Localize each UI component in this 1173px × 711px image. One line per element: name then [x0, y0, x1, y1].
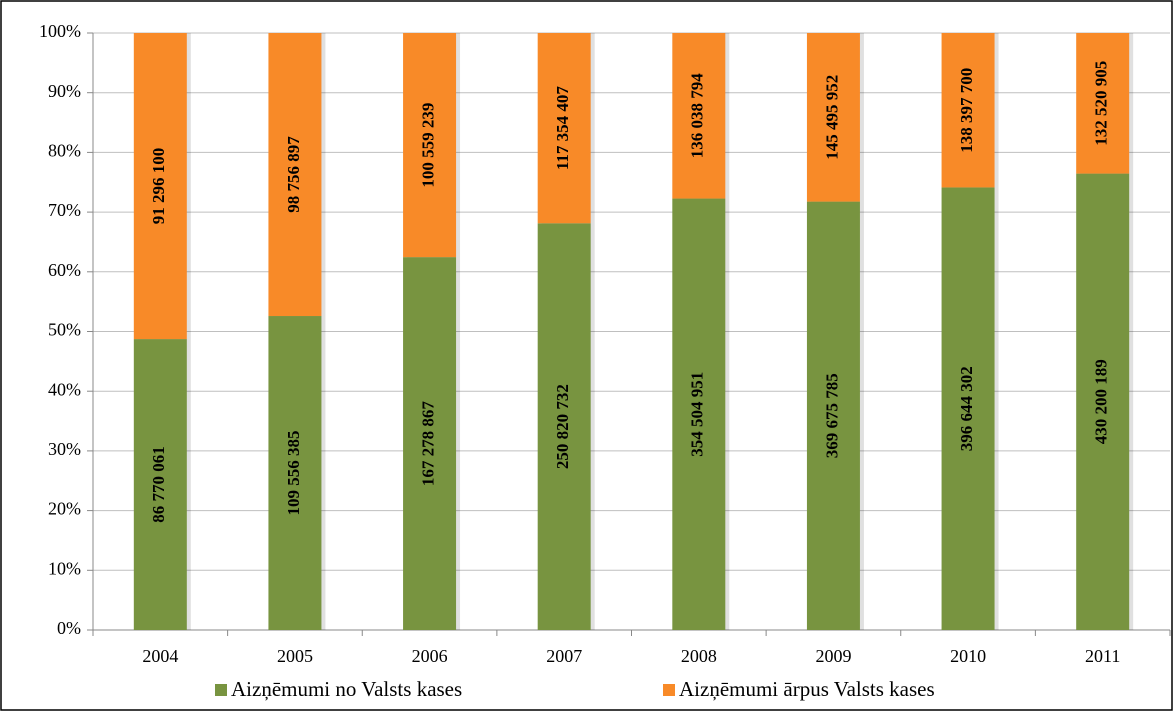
y-tick-label: 10%	[48, 558, 81, 578]
value-label: 91 296 100	[149, 148, 168, 225]
bar-segment	[537, 33, 591, 224]
value-label: 138 397 700	[957, 68, 976, 153]
x-tick-label: 2008	[681, 646, 717, 666]
legend-label: Aizņēmumi no Valsts kases	[231, 677, 462, 701]
bar-segment	[268, 316, 322, 630]
y-tick-label: 0%	[57, 618, 81, 638]
y-tick-label: 100%	[39, 21, 81, 41]
legend-swatch	[215, 684, 227, 696]
value-label: 369 675 785	[822, 373, 841, 458]
y-tick-label: 80%	[48, 141, 81, 161]
x-tick-label: 2009	[815, 646, 851, 666]
y-tick-label: 20%	[48, 499, 81, 519]
y-tick-label: 30%	[48, 439, 81, 459]
y-tick-label: 40%	[48, 379, 81, 399]
y-tick-label: 70%	[48, 200, 81, 220]
value-label: 250 820 732	[553, 384, 572, 469]
x-tick-label: 2006	[412, 646, 448, 666]
value-label: 430 200 189	[1092, 359, 1111, 444]
value-label: 98 756 897	[284, 136, 303, 213]
x-tick-label: 2011	[1085, 646, 1120, 666]
bar-segment	[941, 187, 995, 630]
bar-segment	[133, 339, 187, 630]
bar-segment	[806, 201, 860, 630]
value-label: 100 559 239	[418, 103, 437, 188]
x-tick-label: 2005	[277, 646, 313, 666]
value-label: 354 504 951	[688, 372, 707, 457]
x-tick-label: 2010	[950, 646, 986, 666]
value-label: 167 278 867	[418, 401, 437, 487]
legend-swatch	[663, 684, 675, 696]
bar-segment	[672, 198, 726, 630]
value-label: 145 495 952	[822, 75, 841, 160]
bar-segment	[133, 33, 187, 340]
bar-segment	[268, 33, 322, 317]
bar-segment	[403, 33, 457, 258]
bar-segment	[403, 257, 457, 630]
bar-segment	[672, 33, 726, 199]
y-tick-label: 50%	[48, 320, 81, 340]
y-tick-label: 60%	[48, 260, 81, 280]
value-label: 396 644 302	[957, 366, 976, 451]
bar-segment	[1076, 173, 1130, 630]
value-label: 136 038 794	[688, 73, 707, 159]
x-tick-label: 2007	[546, 646, 582, 666]
bar-segment	[537, 223, 591, 630]
y-tick-label: 90%	[48, 81, 81, 101]
x-tick-label: 2004	[142, 646, 178, 666]
bar-segment	[1076, 33, 1130, 174]
value-label: 117 354 407	[553, 86, 572, 171]
legend-label: Aizņēmumi ārpus Valsts kases	[679, 677, 935, 701]
value-label: 86 770 061	[149, 446, 168, 522]
value-label: 109 556 385	[284, 431, 303, 516]
bar-segment	[941, 33, 995, 188]
bar-segment	[806, 33, 860, 202]
value-label: 132 520 905	[1092, 61, 1111, 146]
